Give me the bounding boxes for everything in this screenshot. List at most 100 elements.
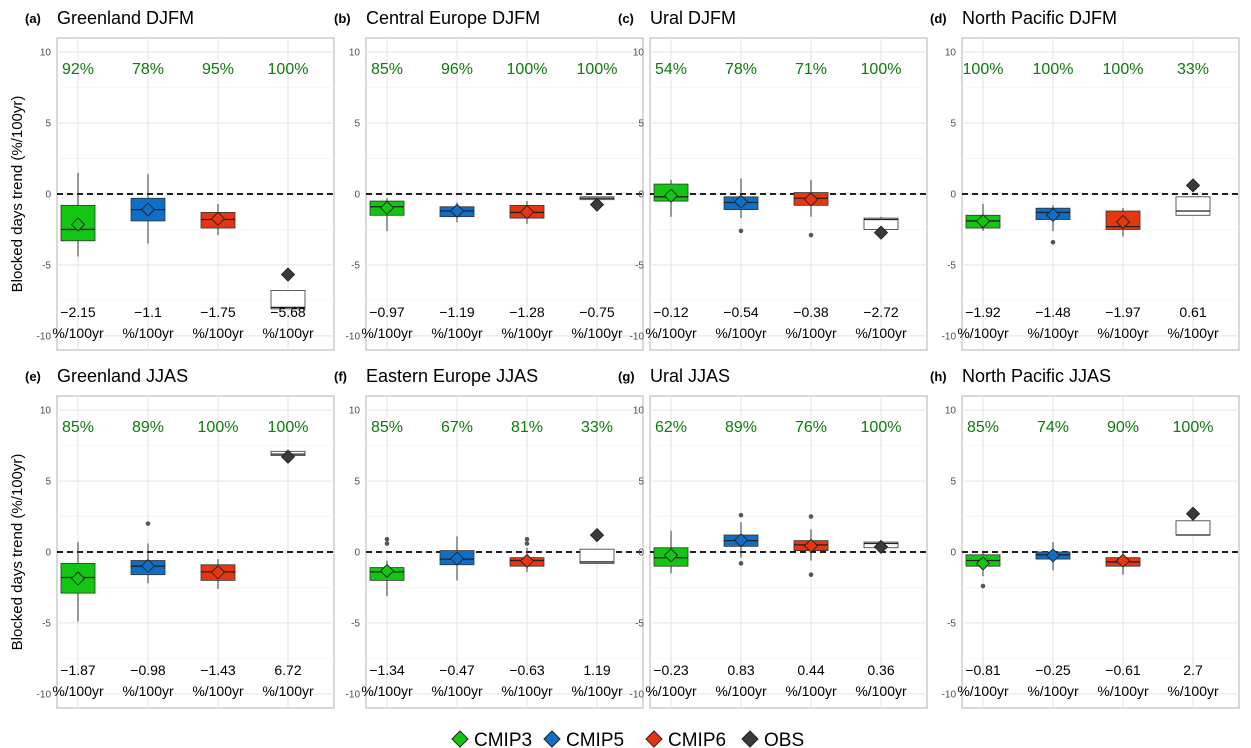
box-iqr [1175,520,1211,536]
mean-diamond [803,538,819,553]
y-tick-label: 10 [633,406,645,417]
agreement-percent: 85% [967,419,999,436]
mean-trend-unit: %/100yr [1027,325,1079,341]
y-tick-label: 0 [45,548,51,559]
panel-title: Ural JJAS [650,366,730,386]
box-obs [863,539,899,555]
y-tick-label: 0 [354,548,360,559]
y-tick-label: -10 [346,689,361,700]
box-cmip5 [439,202,475,223]
mean-diamond [70,571,86,586]
mean-trend-value: 1.19 [583,662,610,678]
box-obs [1175,506,1211,536]
panel-4: (d) North Pacific DJFM -10 -5 0 5 10 100% −1.92%… [930,8,1240,351]
agreement-percent: 100% [198,419,239,436]
mean-diamond [663,548,679,563]
y-tick-label: 10 [40,406,52,417]
agreement-percent: 85% [371,61,403,78]
mean-diamond [733,194,749,209]
panel-6: (f) Eastern Europe JJAS -10 -5 0 5 10 85% −1.34%… [334,366,644,709]
box-obs [1175,178,1211,216]
agreement-percent: 100% [861,419,902,436]
mean-trend-value: −1.28 [509,304,545,320]
mean-trend-unit: %/100yr [645,683,697,699]
mean-trend-unit: %/100yr [785,683,837,699]
mean-trend-value: −0.25 [1035,662,1071,678]
mean-trend-unit: %/100yr [1167,325,1219,341]
panel-label: (h) [930,369,947,384]
mean-trend-value: −1.43 [200,662,236,678]
outlier-point [524,536,530,542]
y-tick-label: 0 [638,548,644,559]
panel-label: (g) [618,369,635,384]
box-cmip5 [1035,205,1071,245]
box-cmip6 [509,201,545,224]
agreement-percent: 89% [725,419,757,436]
panel-label: (c) [618,11,634,26]
mean-trend-unit: %/100yr [855,325,907,341]
y-tick-label: 0 [950,548,956,559]
agreement-percent: 100% [268,419,309,436]
mean-trend-unit: %/100yr [431,683,483,699]
y-tick-label: 10 [633,48,645,59]
legend-label-cmip3: CMIP3 [474,730,532,748]
panel-label: (b) [334,11,351,26]
y-tick-label: -5 [42,618,51,629]
box-cmip3 [369,536,405,596]
y-tick-label: 0 [354,190,360,201]
mean-trend-unit: %/100yr [361,325,413,341]
box-cmip5 [723,178,759,234]
mean-trend-unit: %/100yr [501,683,553,699]
mean-diamond [280,449,296,464]
mean-trend-unit: %/100yr [52,683,104,699]
mean-diamond [975,556,991,571]
agreement-percent: 95% [202,61,234,78]
agreement-percent: 100% [1103,61,1144,78]
agreement-percent: 85% [371,419,403,436]
y-tick-label: 10 [40,48,52,59]
box-iqr [270,290,306,310]
mean-trend-unit: %/100yr [262,325,314,341]
outlier-point [384,541,390,546]
mean-diamond [140,558,156,574]
legend-label-cmip5: CMIP5 [566,730,624,748]
mean-trend-unit: %/100yr [785,325,837,341]
box-cmip5 [439,536,475,581]
agreement-percent: 100% [1173,419,1214,436]
legend-label-obs: OBS [764,730,804,748]
y-tick-label: -5 [635,618,644,629]
box-cmip6 [1105,552,1141,575]
mean-trend-unit: %/100yr [52,325,104,341]
legend-key-obs [741,730,759,748]
box-iqr [1175,196,1211,216]
panel-2: (b) Central Europe DJFM -10 -5 0 5 10 85% −0.97%… [334,8,644,351]
mean-diamond [873,539,889,555]
panel-8: (h) North Pacific JJAS -10 -5 0 5 10 85% −0.81 %/… [930,366,1240,709]
mean-trend-unit: %/100yr [361,683,413,699]
mean-trend-unit: %/100yr [957,325,1009,341]
mean-trend-unit: %/100yr [1097,325,1149,341]
mean-diamond [70,217,86,232]
mean-trend-unit: %/100yr [571,683,623,699]
y-tick-label: 5 [950,119,956,130]
y-tick-label: -5 [947,618,956,629]
y-tick-label: -10 [630,689,645,700]
y-tick-label: -10 [942,331,957,342]
outlier-point [1050,239,1056,245]
y-tick-label: 0 [45,190,51,201]
y-tick-label: 0 [950,190,956,201]
agreement-percent: 90% [1107,419,1139,436]
box-obs [863,216,899,240]
y-tick-label: 5 [354,119,360,130]
mean-trend-value: −1.34 [369,662,405,678]
mean-trend-value: −1.97 [1105,304,1141,320]
mean-diamond [733,533,749,548]
mean-trend-unit: %/100yr [192,325,244,341]
mean-trend-unit: %/100yr [715,325,767,341]
mean-diamond [589,197,605,212]
agreement-percent: 33% [581,419,613,436]
mean-trend-value: 0.83 [727,662,754,678]
box-cmip6 [200,559,236,589]
mean-trend-value: −0.54 [723,304,759,320]
